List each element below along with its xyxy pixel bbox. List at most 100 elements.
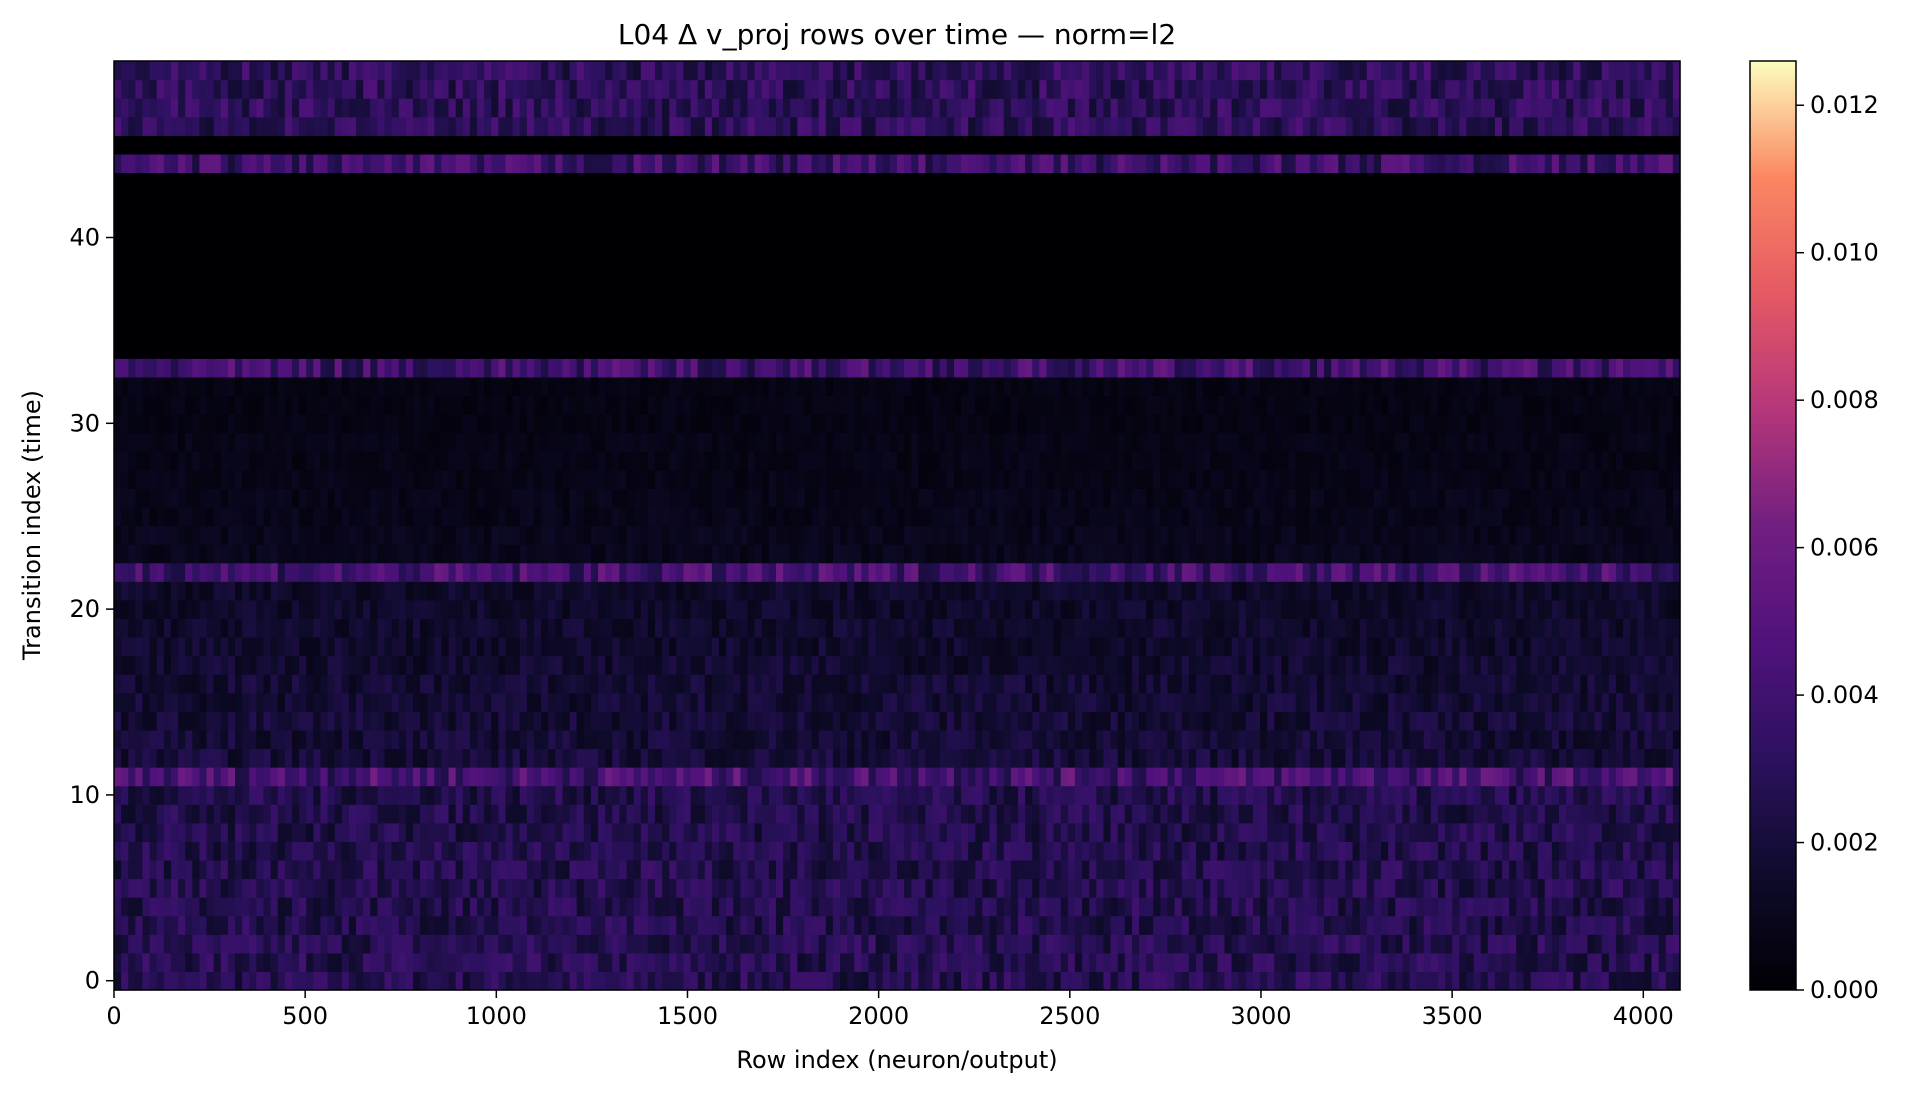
heatmap-cell: [783, 618, 791, 638]
heatmap-cell: [291, 859, 300, 880]
heatmap-cell: [1452, 767, 1460, 787]
heatmap-cell: [1373, 748, 1382, 768]
heatmap-cell: [462, 767, 471, 787]
heatmap-cell: [811, 897, 820, 917]
heatmap-cell: [448, 655, 457, 675]
heatmap-cell: [135, 711, 144, 731]
heatmap-cell: [1295, 915, 1304, 935]
heatmap-cell: [213, 711, 222, 731]
heatmap-cell: [405, 785, 414, 805]
heatmap-cell: [1245, 859, 1254, 880]
heatmap-cell: [1252, 581, 1261, 601]
heatmap-cell: [1238, 915, 1247, 935]
heatmap-cell: [306, 785, 314, 805]
heatmap-cell: [1288, 711, 1297, 731]
heatmap-cell: [1623, 915, 1631, 935]
heatmap-cell: [1195, 952, 1204, 973]
heatmap-cell: [156, 618, 165, 638]
heatmap-cell: [163, 934, 172, 954]
heatmap-cell: [605, 952, 613, 973]
heatmap-cell: [1437, 804, 1446, 824]
heatmap-cell: [790, 674, 798, 694]
heatmap-cell: [277, 581, 286, 601]
heatmap-cell: [455, 915, 464, 935]
heatmap-cell: [1409, 971, 1418, 991]
heatmap-cell: [953, 618, 962, 638]
heatmap-cell: [1160, 618, 1169, 638]
heatmap-cell: [1324, 711, 1332, 731]
heatmap-cell: [925, 952, 934, 973]
heatmap-cell: [555, 934, 564, 954]
heatmap-cell: [1224, 785, 1233, 805]
heatmap-cell: [1018, 934, 1026, 954]
heatmap-cell: [1402, 822, 1411, 842]
heatmap-cell: [1665, 692, 1674, 712]
heatmap-cell: [640, 692, 649, 712]
heatmap-cell: [1309, 841, 1318, 861]
heatmap-cell: [662, 748, 670, 768]
heatmap-cell: [1452, 655, 1460, 675]
heatmap-cell: [249, 748, 257, 768]
heatmap-cell: [220, 692, 229, 712]
heatmap-cell: [548, 859, 556, 880]
heatmap-cell: [1039, 971, 1048, 991]
heatmap-cell: [1366, 636, 1375, 657]
heatmap-cell: [818, 915, 827, 935]
heatmap-cell: [790, 767, 798, 787]
heatmap-cell: [740, 711, 749, 731]
heatmap-cell: [840, 897, 848, 917]
heatmap-cell: [1509, 599, 1517, 619]
heatmap-cell: [142, 971, 151, 991]
heatmap-cell: [1601, 822, 1610, 842]
heatmap-cell: [1103, 767, 1112, 787]
heatmap-cell: [946, 748, 955, 768]
heatmap-cell: [512, 934, 521, 954]
heatmap-cell: [825, 878, 834, 898]
heatmap-cell: [1473, 859, 1482, 880]
heatmap-cell: [1608, 971, 1617, 991]
heatmap-cell: [1523, 618, 1532, 638]
heatmap-cell: [1644, 655, 1653, 675]
heatmap-cell: [633, 878, 642, 898]
heatmap-cell: [491, 897, 499, 917]
heatmap-cell: [235, 636, 243, 657]
heatmap-cell: [270, 692, 279, 712]
heatmap-cell: [825, 636, 834, 657]
heatmap-cell: [391, 711, 400, 731]
heatmap-cell: [441, 785, 450, 805]
heatmap-cell: [911, 599, 919, 619]
heatmap-cell: [1181, 915, 1190, 935]
heatmap-cell: [1210, 562, 1218, 582]
heatmap-cell: [1381, 934, 1389, 954]
heatmap-cell: [270, 804, 279, 824]
heatmap-cell: [1124, 636, 1133, 657]
heatmap-cell: [775, 915, 784, 935]
heatmap-cell: [263, 655, 272, 675]
heatmap-cell: [832, 655, 841, 675]
heatmap-cell: [1480, 971, 1489, 991]
heatmap-cell: [135, 934, 144, 954]
heatmap-cell: [242, 971, 250, 991]
heatmap-cell: [1338, 636, 1347, 657]
heatmap-cell: [1580, 748, 1589, 768]
heatmap-cell: [156, 822, 165, 842]
heatmap-cell: [1110, 804, 1119, 824]
heatmap-cell: [405, 915, 414, 935]
heatmap-cell: [1039, 636, 1048, 657]
heatmap-cell: [1039, 729, 1048, 750]
heatmap-cell: [619, 767, 628, 787]
heatmap-cell: [918, 915, 927, 935]
heatmap-cell: [868, 599, 877, 619]
heatmap-cell: [1587, 636, 1596, 657]
heatmap-cell: [1502, 581, 1510, 601]
heatmap-cell: [1231, 822, 1240, 842]
heatmap-cell: [291, 804, 300, 824]
heatmap-cell: [1238, 897, 1247, 917]
heatmap-cell: [1430, 915, 1439, 935]
heatmap-cell: [220, 785, 229, 805]
heatmap-cell: [1025, 897, 1033, 917]
heatmap-cell: [1181, 748, 1190, 768]
heatmap-cell: [1672, 767, 1681, 787]
heatmap-cell: [711, 859, 720, 880]
heatmap-cell: [598, 822, 606, 842]
